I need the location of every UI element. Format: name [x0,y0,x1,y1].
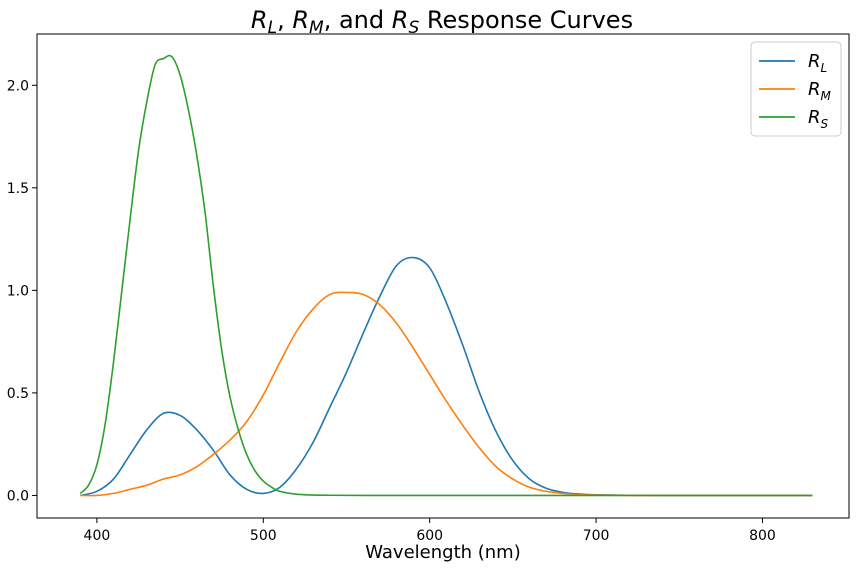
y-tick-label: 0.5 [7,386,29,402]
legend-label: RM​ [808,79,832,103]
x-tick-label: 800 [749,528,776,544]
plot-frame [36,33,850,519]
x-tick-label: 600 [416,528,443,544]
x-axis-label: Wavelength (nm) [365,542,521,563]
x-tick-label: 400 [84,528,111,544]
x-axis: 400 500 600 700 800 [84,518,776,544]
x-tick-label: 500 [250,528,277,544]
chart-title: RL​, RM​, and RS​ Response Curves [251,6,633,38]
legend: RL​ RM​ RS​ [750,41,842,137]
y-tick-label: 1.0 [7,283,29,299]
x-tick-label: 700 [583,528,610,544]
series-line-s [79,54,813,497]
series-layer [79,54,813,497]
series-line-l [80,256,813,497]
legend-box [750,41,842,137]
y-tick-label: 2.0 [7,78,29,94]
y-axis: 0.0 0.5 1.0 1.5 2.0 [7,78,37,504]
y-tick-label: 0.0 [7,488,29,504]
series-line-m [80,291,813,497]
y-tick-label: 1.5 [7,181,29,197]
legend-label: RS​ [808,107,829,131]
legend-label: RL​ [808,51,827,75]
